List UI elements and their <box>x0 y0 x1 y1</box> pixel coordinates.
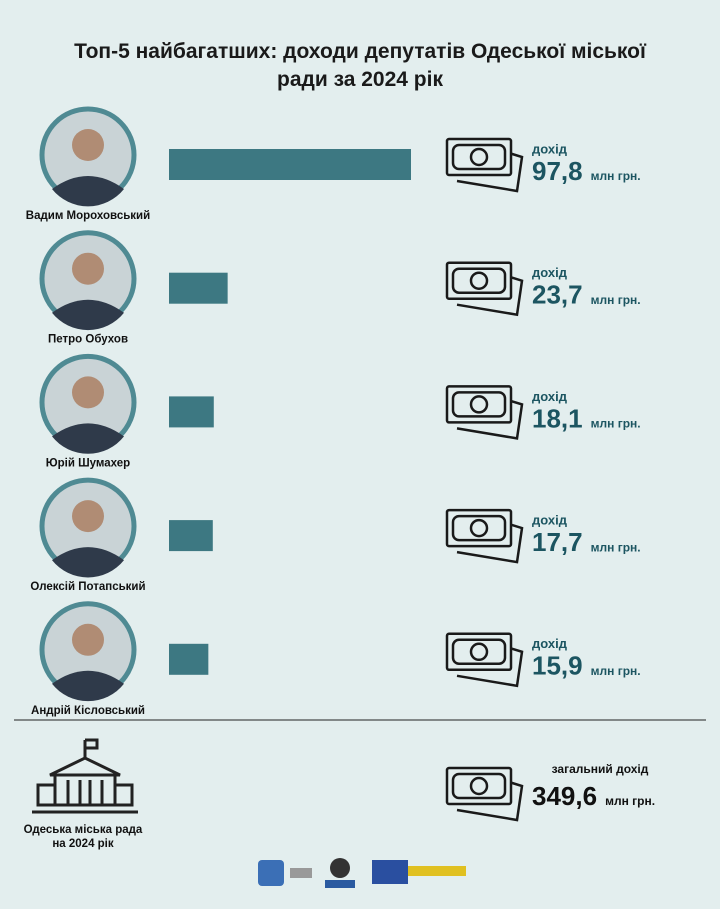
money-front <box>445 632 513 672</box>
bar <box>169 396 214 428</box>
income-label: дохід <box>532 389 568 404</box>
person-name: Петро Обухов <box>48 334 128 346</box>
money-front <box>445 137 513 177</box>
money-inner <box>451 391 507 418</box>
bar <box>169 520 213 552</box>
total-entity: на 2024 рік <box>52 838 114 850</box>
unit-label: млн грн. <box>591 540 641 554</box>
bar <box>169 149 411 180</box>
total-label: загальний дохід <box>552 762 649 776</box>
money-coin <box>469 642 489 662</box>
photo-head <box>72 376 104 409</box>
value-label: 23,7 <box>532 280 583 310</box>
money-back <box>456 151 524 193</box>
money-front <box>445 385 513 424</box>
money-coin <box>469 147 489 167</box>
money-inner <box>451 638 507 666</box>
money-inner <box>451 772 507 800</box>
photo-head <box>72 623 104 656</box>
value-label: 17,7 <box>532 527 583 557</box>
total-entity: Одеська міська рада <box>24 824 143 836</box>
bar <box>169 272 228 304</box>
total-unit: млн грн. <box>605 794 655 808</box>
person-name: Вадим Мороховський <box>26 210 150 222</box>
income-label: дохід <box>532 513 568 528</box>
money-coin <box>469 395 489 414</box>
unit-label: млн грн. <box>591 664 641 678</box>
money-front <box>445 261 513 300</box>
photo-body <box>52 176 124 207</box>
person-name: Юрій Шумахер <box>46 457 130 469</box>
money-back <box>456 780 524 822</box>
money-back <box>456 399 524 440</box>
money-back <box>456 275 524 317</box>
bar <box>169 643 209 675</box>
money-inner <box>451 267 507 294</box>
total-value: 349,6 <box>532 781 597 811</box>
money-icon <box>445 137 524 193</box>
money-inner <box>451 143 507 171</box>
money-coin <box>469 776 489 796</box>
photo-head <box>72 129 104 161</box>
money-coin <box>469 271 489 290</box>
person-name: Олексій Потапський <box>30 581 145 593</box>
chart-title: Топ-5 найбагатших: доходи депутатів Одес… <box>74 40 646 91</box>
value-label: 18,1 <box>532 403 583 433</box>
money-icon <box>445 632 524 688</box>
photo-body <box>52 423 124 454</box>
photo-body <box>52 670 124 702</box>
money-inner <box>451 514 507 542</box>
logos <box>258 858 466 888</box>
unit-label: млн грн. <box>591 417 641 431</box>
person-name: Андрій Кісловський <box>31 705 145 717</box>
photo-head <box>72 500 104 533</box>
money-coin <box>469 518 489 538</box>
money-icon <box>445 508 524 564</box>
photo-head <box>72 252 104 285</box>
photo-body <box>52 299 124 331</box>
money-icon <box>445 261 524 317</box>
money-icon <box>445 766 524 822</box>
income-label: дохід <box>532 265 568 280</box>
income-label: дохід <box>532 636 568 651</box>
unit-label: млн грн. <box>591 293 641 307</box>
unit-label: млн грн. <box>591 169 641 183</box>
money-front <box>445 766 513 806</box>
income-label: дохід <box>532 141 568 156</box>
value-label: 15,9 <box>532 651 583 681</box>
building-icon <box>32 738 138 814</box>
money-front <box>445 508 513 548</box>
money-icon <box>445 385 524 440</box>
photo-body <box>52 547 124 578</box>
value-label: 97,8 <box>532 156 583 186</box>
money-back <box>456 522 524 564</box>
money-back <box>456 646 524 688</box>
